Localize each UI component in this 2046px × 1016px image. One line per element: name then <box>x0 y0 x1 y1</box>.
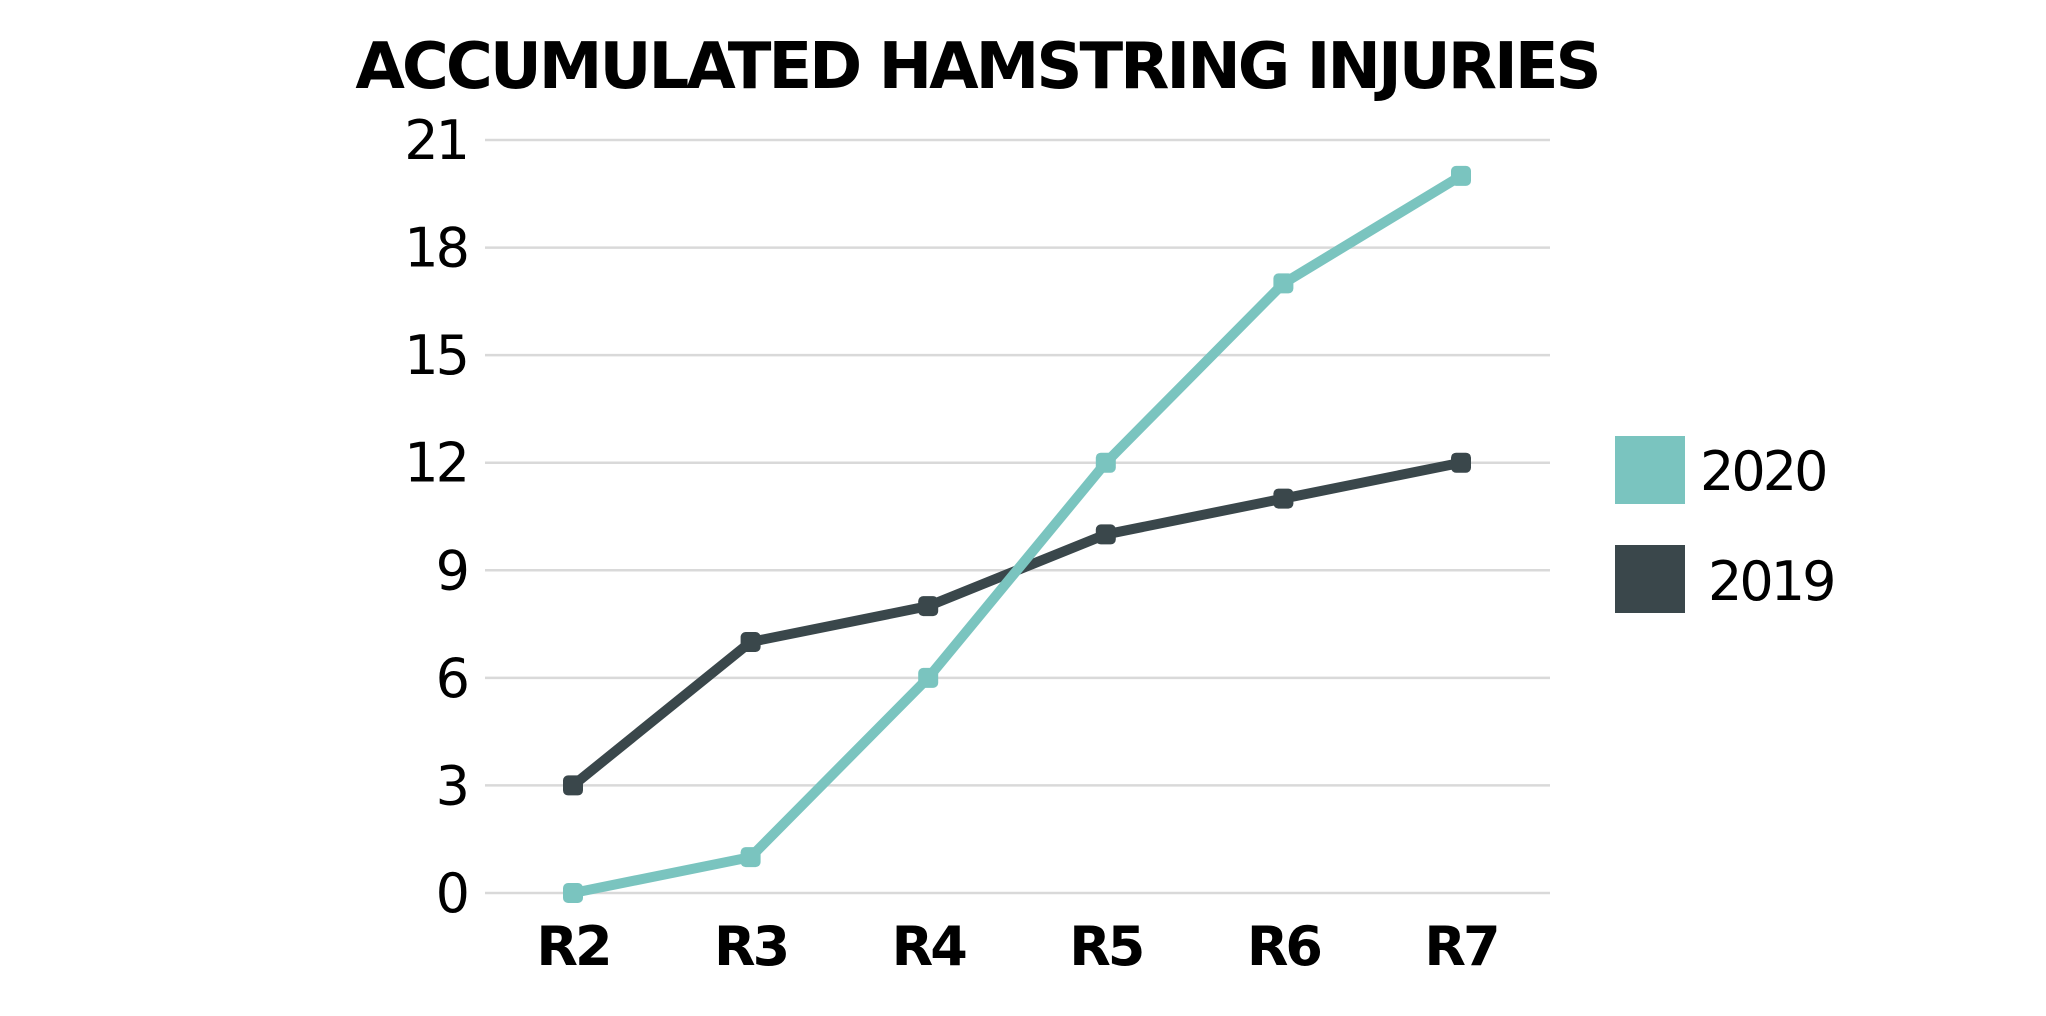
series-line-2019 <box>568 457 1466 791</box>
legend-swatch-2019 <box>1615 545 1685 613</box>
x-tick-label: R3 <box>714 915 787 978</box>
x-tick-label: R4 <box>892 915 967 978</box>
x-axis-ticks: R2 R3 R4 R5 R6 R7 <box>536 915 1500 978</box>
data-point-2019-R3 <box>740 632 761 652</box>
data-point-2020-R2 <box>563 883 583 903</box>
chart-title: ACCUMULATED HAMSTRING INJURIES <box>355 30 1598 104</box>
legend-label-2019: 2019 <box>1708 550 1833 613</box>
series-2019 <box>563 452 1471 796</box>
series-2020 <box>563 165 1471 903</box>
legend-swatch-2020 <box>1615 436 1685 504</box>
y-tick-label: 6 <box>436 647 467 710</box>
legend: 2020 2019 <box>1615 436 1836 613</box>
series-line-2020 <box>568 170 1466 898</box>
legend-label-2020: 2020 <box>1700 440 1825 503</box>
data-point-2019-R6 <box>1273 488 1294 509</box>
y-tick-label: 18 <box>404 217 467 280</box>
data-point-2020-R5 <box>1095 452 1116 473</box>
data-point-2020-R4 <box>918 667 939 688</box>
data-point-2019-R7 <box>1451 452 1471 473</box>
data-point-2020-R6 <box>1273 273 1294 294</box>
y-tick-label: 15 <box>404 324 467 387</box>
data-point-2019-R5 <box>1095 524 1116 545</box>
gridlines <box>485 138 1550 895</box>
y-tick-label: 12 <box>404 432 467 495</box>
data-point-2020-R7 <box>1451 165 1471 186</box>
x-tick-label: R2 <box>536 915 609 978</box>
data-point-2020-R3 <box>740 847 761 868</box>
x-tick-label: R6 <box>1247 915 1321 978</box>
y-axis-ticks: 0 3 6 9 12 15 18 21 <box>404 109 470 925</box>
y-tick-label: 21 <box>404 109 467 172</box>
y-tick-label: 9 <box>436 539 467 602</box>
data-point-2019-R2 <box>563 775 583 796</box>
data-point-2019-R4 <box>918 596 939 617</box>
x-tick-label: R7 <box>1424 915 1497 978</box>
y-tick-label: 3 <box>436 754 467 817</box>
series-lines <box>563 165 1471 903</box>
x-tick-label: R5 <box>1069 915 1142 978</box>
y-tick-label: 0 <box>436 862 467 925</box>
